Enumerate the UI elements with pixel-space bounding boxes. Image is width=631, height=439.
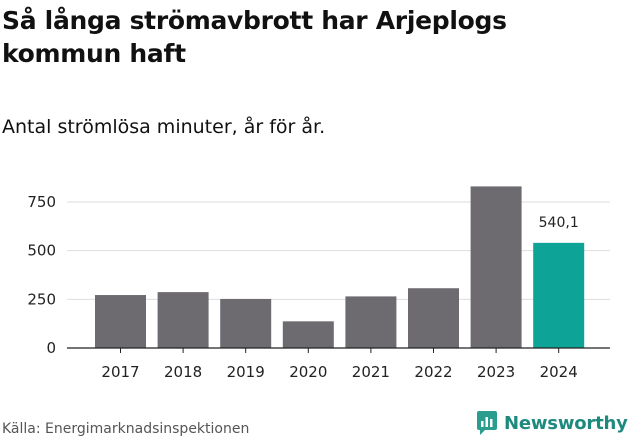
y-tick-label-0: 0 xyxy=(46,339,56,357)
brand-logo: Newsworthy xyxy=(476,409,628,437)
x-tick-label-2018: 2018 xyxy=(164,363,202,381)
bar-2020 xyxy=(282,321,334,348)
x-tick-label-2022: 2022 xyxy=(414,363,452,381)
x-tick-label-2017: 2017 xyxy=(101,363,139,381)
y-tick-label-500: 500 xyxy=(27,242,56,260)
newsworthy-logo-icon xyxy=(477,411,497,435)
data-label-2024: 540,1 xyxy=(539,215,579,231)
x-tick-label-2021: 2021 xyxy=(352,363,390,381)
bar-2023 xyxy=(470,186,522,348)
source-note: Källa: Energimarknadsinspektionen xyxy=(2,421,250,437)
x-tick-label-2020: 2020 xyxy=(289,363,327,381)
bar-2017 xyxy=(95,295,146,348)
bar-2018 xyxy=(157,292,209,348)
bar-2022 xyxy=(408,288,459,348)
x-tick-label-2023: 2023 xyxy=(477,363,515,381)
brand-name: Newsworthy xyxy=(504,412,628,434)
chart-title: Så långa strömavbrott har Arjeplogs komm… xyxy=(2,6,507,68)
chart-subtitle: Antal strömlösa minuter, år för år. xyxy=(2,116,326,138)
x-tick-label-2024: 2024 xyxy=(540,363,578,381)
y-tick-label-750: 750 xyxy=(27,193,56,211)
x-tick-label-2019: 2019 xyxy=(227,363,265,381)
y-tick-label-250: 250 xyxy=(27,290,56,308)
bar-2024 xyxy=(533,242,585,348)
bar-2019 xyxy=(220,298,272,348)
bar-2021 xyxy=(345,296,397,348)
